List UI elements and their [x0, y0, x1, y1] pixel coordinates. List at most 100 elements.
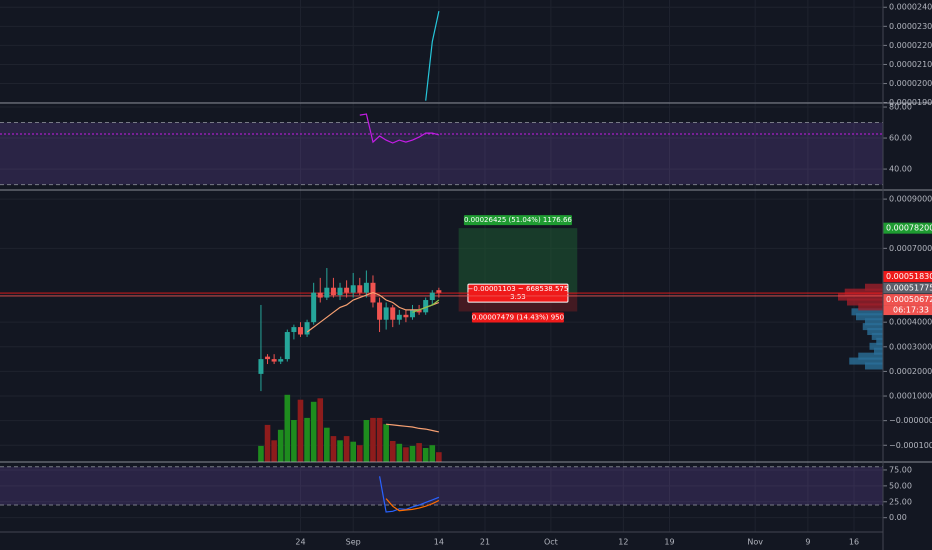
volume-bar — [356, 445, 363, 462]
candle-body — [350, 285, 356, 293]
profile-row — [847, 298, 883, 306]
volume-bar — [422, 448, 429, 462]
volume-bar — [284, 394, 291, 462]
volume-bar — [277, 429, 284, 462]
price-label: 0.00051830 — [886, 272, 932, 281]
candle-body — [265, 356, 271, 360]
x-tick-label: 16 — [849, 538, 859, 547]
candle-body — [357, 285, 363, 293]
volume-bar — [396, 443, 403, 462]
series-line — [386, 423, 440, 433]
volume-bar — [376, 417, 383, 462]
volume-bar — [324, 427, 330, 462]
stop-label-bg — [471, 312, 564, 323]
candle-body — [297, 327, 303, 335]
series-line — [385, 498, 440, 512]
candle-body — [403, 314, 409, 318]
candle-body — [416, 309, 422, 313]
volume-bar — [416, 443, 422, 462]
candle-body — [278, 359, 284, 362]
volume-bar — [370, 417, 376, 462]
x-tick-label: 9 — [805, 538, 810, 547]
candle-body — [363, 282, 369, 293]
profile-row — [874, 347, 883, 355]
profile-row — [838, 293, 883, 301]
volume-bar — [330, 436, 337, 462]
x-tick-label: 24 — [295, 538, 305, 547]
countdown-bg — [883, 305, 932, 316]
candle-body — [423, 300, 429, 313]
candle-body — [344, 287, 350, 293]
volume-bar — [264, 424, 271, 462]
profile-row — [862, 323, 883, 331]
candle-body — [258, 359, 264, 374]
profile-row — [851, 308, 883, 316]
profile-row — [867, 328, 883, 336]
profile-row — [856, 313, 883, 321]
x-tick-label: 19 — [664, 538, 674, 547]
candle-body — [436, 290, 442, 293]
profile-row — [865, 283, 883, 291]
x-tick-label: 21 — [480, 538, 490, 547]
profile-row — [858, 352, 883, 360]
volume-bar — [383, 424, 389, 462]
candle-body — [383, 307, 389, 320]
x-tick-label: Nov — [747, 538, 763, 547]
volume-bar — [258, 445, 264, 462]
profile-row — [858, 303, 883, 311]
volume-bar — [337, 440, 343, 462]
candle-body — [410, 309, 416, 318]
target-zone — [458, 228, 578, 294]
volume-bar — [304, 417, 310, 462]
profile-row — [844, 288, 883, 296]
price-label-bg — [883, 294, 932, 306]
band — [0, 122, 883, 185]
volume-bar — [291, 420, 297, 462]
candle-body — [390, 307, 396, 320]
y-tick-label: 0.00 — [889, 513, 907, 522]
series-line — [425, 10, 440, 101]
volume-bar — [343, 436, 350, 462]
band — [0, 466, 883, 505]
price-label: 0.00050672 — [886, 295, 932, 304]
countdown: 06:17:33 — [893, 306, 929, 315]
volume-bar — [363, 420, 370, 462]
y-tick-label: 60.00 — [889, 134, 912, 143]
candle-body — [324, 287, 330, 298]
candle-body — [429, 292, 435, 301]
y-tick-label: 40.00 — [889, 165, 912, 174]
volume-bar — [389, 441, 396, 462]
profile-row — [865, 362, 883, 370]
center-label: 3.53 — [510, 293, 526, 301]
candle-body — [311, 292, 317, 323]
profile-row — [871, 332, 883, 340]
volume-bar — [403, 447, 409, 462]
volume-bar — [310, 401, 317, 462]
volume-bar — [436, 452, 442, 462]
y-tick-label: 50.00 — [889, 481, 912, 490]
profile-row — [876, 337, 883, 345]
x-tick-label: Sep — [346, 538, 361, 547]
series-line — [412, 299, 440, 313]
series-line — [359, 113, 440, 144]
series-line — [379, 476, 440, 513]
profile-row — [869, 342, 883, 350]
y-tick-label: 0.00010000 — [889, 392, 932, 401]
price-label: 0.00078200 — [886, 224, 932, 233]
series-line — [306, 291, 440, 333]
profile-row — [849, 357, 883, 365]
x-tick-label: 12 — [618, 538, 628, 547]
candle-body — [284, 332, 290, 360]
target-label-bg — [463, 215, 572, 226]
volume-bar — [317, 398, 324, 462]
candle-body — [304, 322, 310, 335]
candle-body — [337, 287, 343, 296]
volume-bar — [409, 445, 416, 462]
